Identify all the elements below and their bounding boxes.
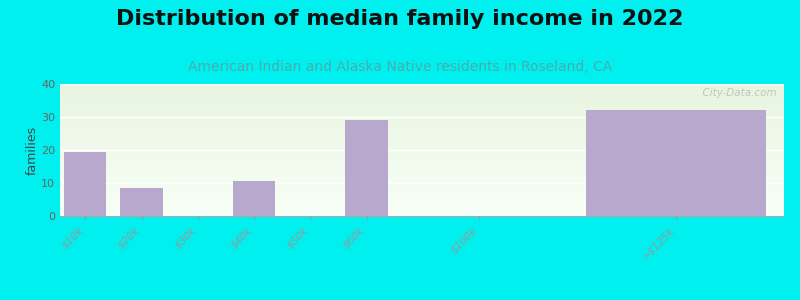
Bar xyxy=(64,152,106,216)
Text: City-Data.com: City-Data.com xyxy=(696,88,777,98)
Bar xyxy=(586,110,766,216)
Bar xyxy=(233,181,275,216)
Text: Distribution of median family income in 2022: Distribution of median family income in … xyxy=(116,9,684,29)
Bar xyxy=(346,120,388,216)
Y-axis label: families: families xyxy=(26,125,38,175)
Bar xyxy=(121,188,162,216)
Text: American Indian and Alaska Native residents in Roseland, CA: American Indian and Alaska Native reside… xyxy=(188,60,612,74)
